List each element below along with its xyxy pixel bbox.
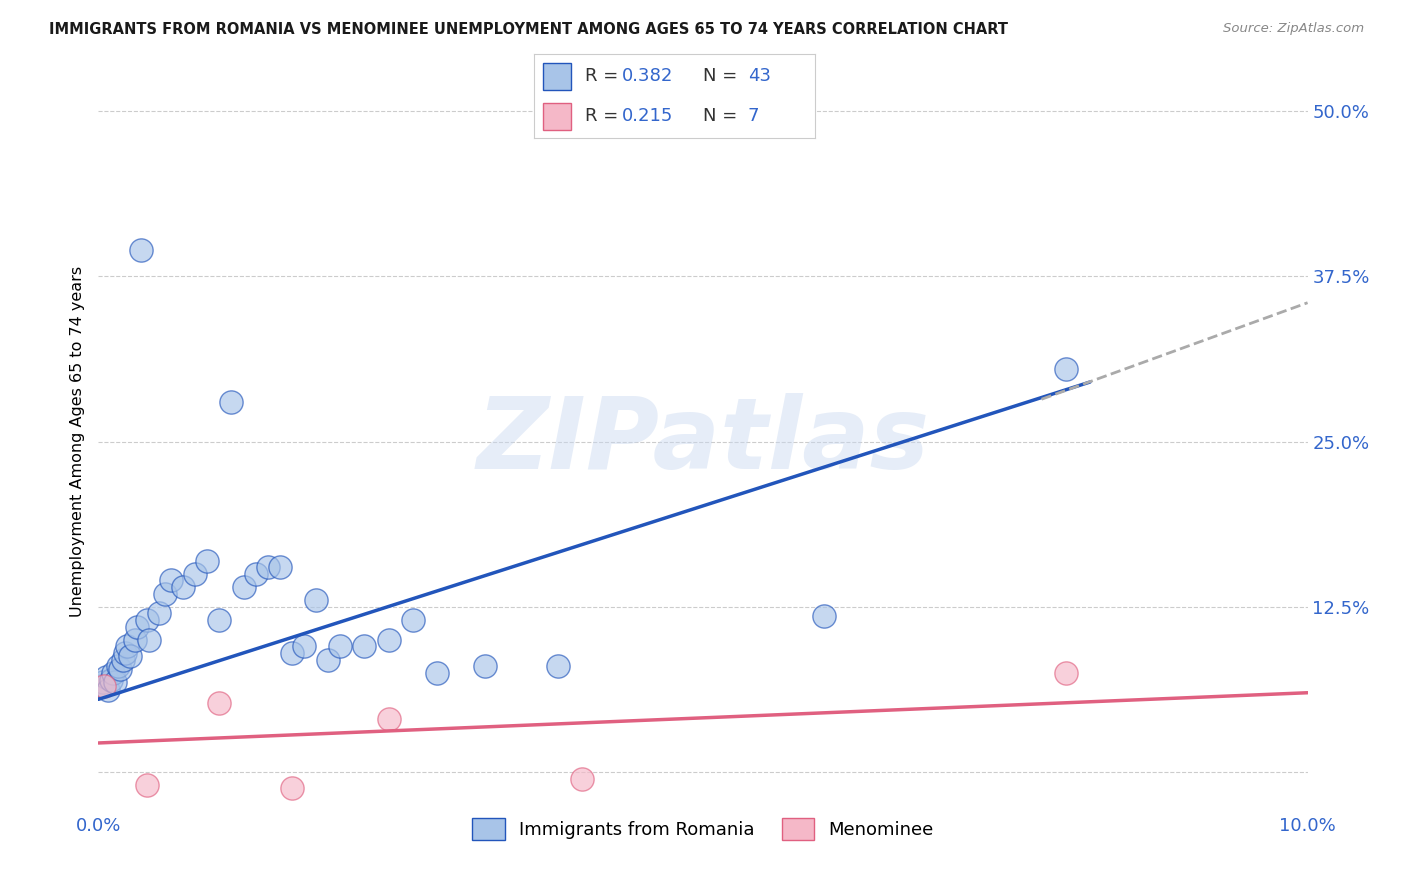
Point	[329, 640, 352, 654]
Point	[208, 696, 231, 710]
Point	[127, 620, 149, 634]
Point	[221, 395, 243, 409]
Y-axis label: Unemployment Among Ages 65 to 74 years: Unemployment Among Ages 65 to 74 years	[69, 266, 84, 617]
Text: 43: 43	[748, 68, 770, 86]
Point	[118, 648, 141, 663]
Point	[148, 607, 170, 621]
Text: IMMIGRANTS FROM ROMANIA VS MENOMINEE UNEMPLOYMENT AMONG AGES 65 TO 74 YEARS CORR: IMMIGRANTS FROM ROMANIA VS MENOMINEE UNE…	[49, 22, 1008, 37]
Point	[107, 659, 129, 673]
Legend: Immigrants from Romania, Menominee: Immigrants from Romania, Menominee	[465, 811, 941, 847]
Point	[353, 640, 375, 654]
Point	[292, 640, 315, 654]
Text: N =: N =	[703, 68, 742, 86]
Point	[160, 574, 183, 588]
Point	[1054, 361, 1077, 376]
Point	[172, 580, 194, 594]
Point	[571, 772, 593, 786]
Text: 0.382: 0.382	[621, 68, 673, 86]
Point	[97, 683, 120, 698]
FancyBboxPatch shape	[543, 103, 571, 130]
Point	[124, 632, 146, 647]
Text: R =: R =	[585, 107, 624, 125]
Point	[281, 646, 304, 660]
Point	[153, 586, 176, 600]
Point	[208, 613, 231, 627]
Point	[114, 646, 136, 660]
Point	[547, 659, 569, 673]
Point	[135, 613, 157, 627]
Point	[104, 675, 127, 690]
Point	[256, 560, 278, 574]
Point	[117, 640, 139, 654]
Point	[108, 662, 131, 676]
Point	[195, 553, 218, 567]
Point	[91, 675, 114, 690]
Text: 0.215: 0.215	[621, 107, 673, 125]
Text: N =: N =	[703, 107, 742, 125]
Text: 7: 7	[748, 107, 759, 125]
Point	[377, 632, 399, 647]
Text: R =: R =	[585, 68, 624, 86]
Point	[281, 780, 304, 795]
Point	[93, 679, 115, 693]
Point	[316, 653, 339, 667]
Point	[138, 632, 160, 647]
Point	[426, 665, 449, 680]
Text: ZIPatlas: ZIPatlas	[477, 393, 929, 490]
Point	[813, 609, 835, 624]
Point	[245, 566, 267, 581]
Point	[269, 560, 291, 574]
Point	[111, 653, 134, 667]
Point	[232, 580, 254, 594]
Point	[90, 679, 112, 693]
FancyBboxPatch shape	[543, 62, 571, 90]
Point	[474, 659, 496, 673]
Point	[101, 665, 124, 680]
Point	[129, 243, 152, 257]
Point	[377, 712, 399, 726]
Point	[305, 593, 328, 607]
Point	[184, 566, 207, 581]
Text: Source: ZipAtlas.com: Source: ZipAtlas.com	[1223, 22, 1364, 36]
Point	[94, 670, 117, 684]
Point	[402, 613, 425, 627]
Point	[135, 778, 157, 792]
Point	[100, 673, 122, 687]
Point	[1054, 665, 1077, 680]
